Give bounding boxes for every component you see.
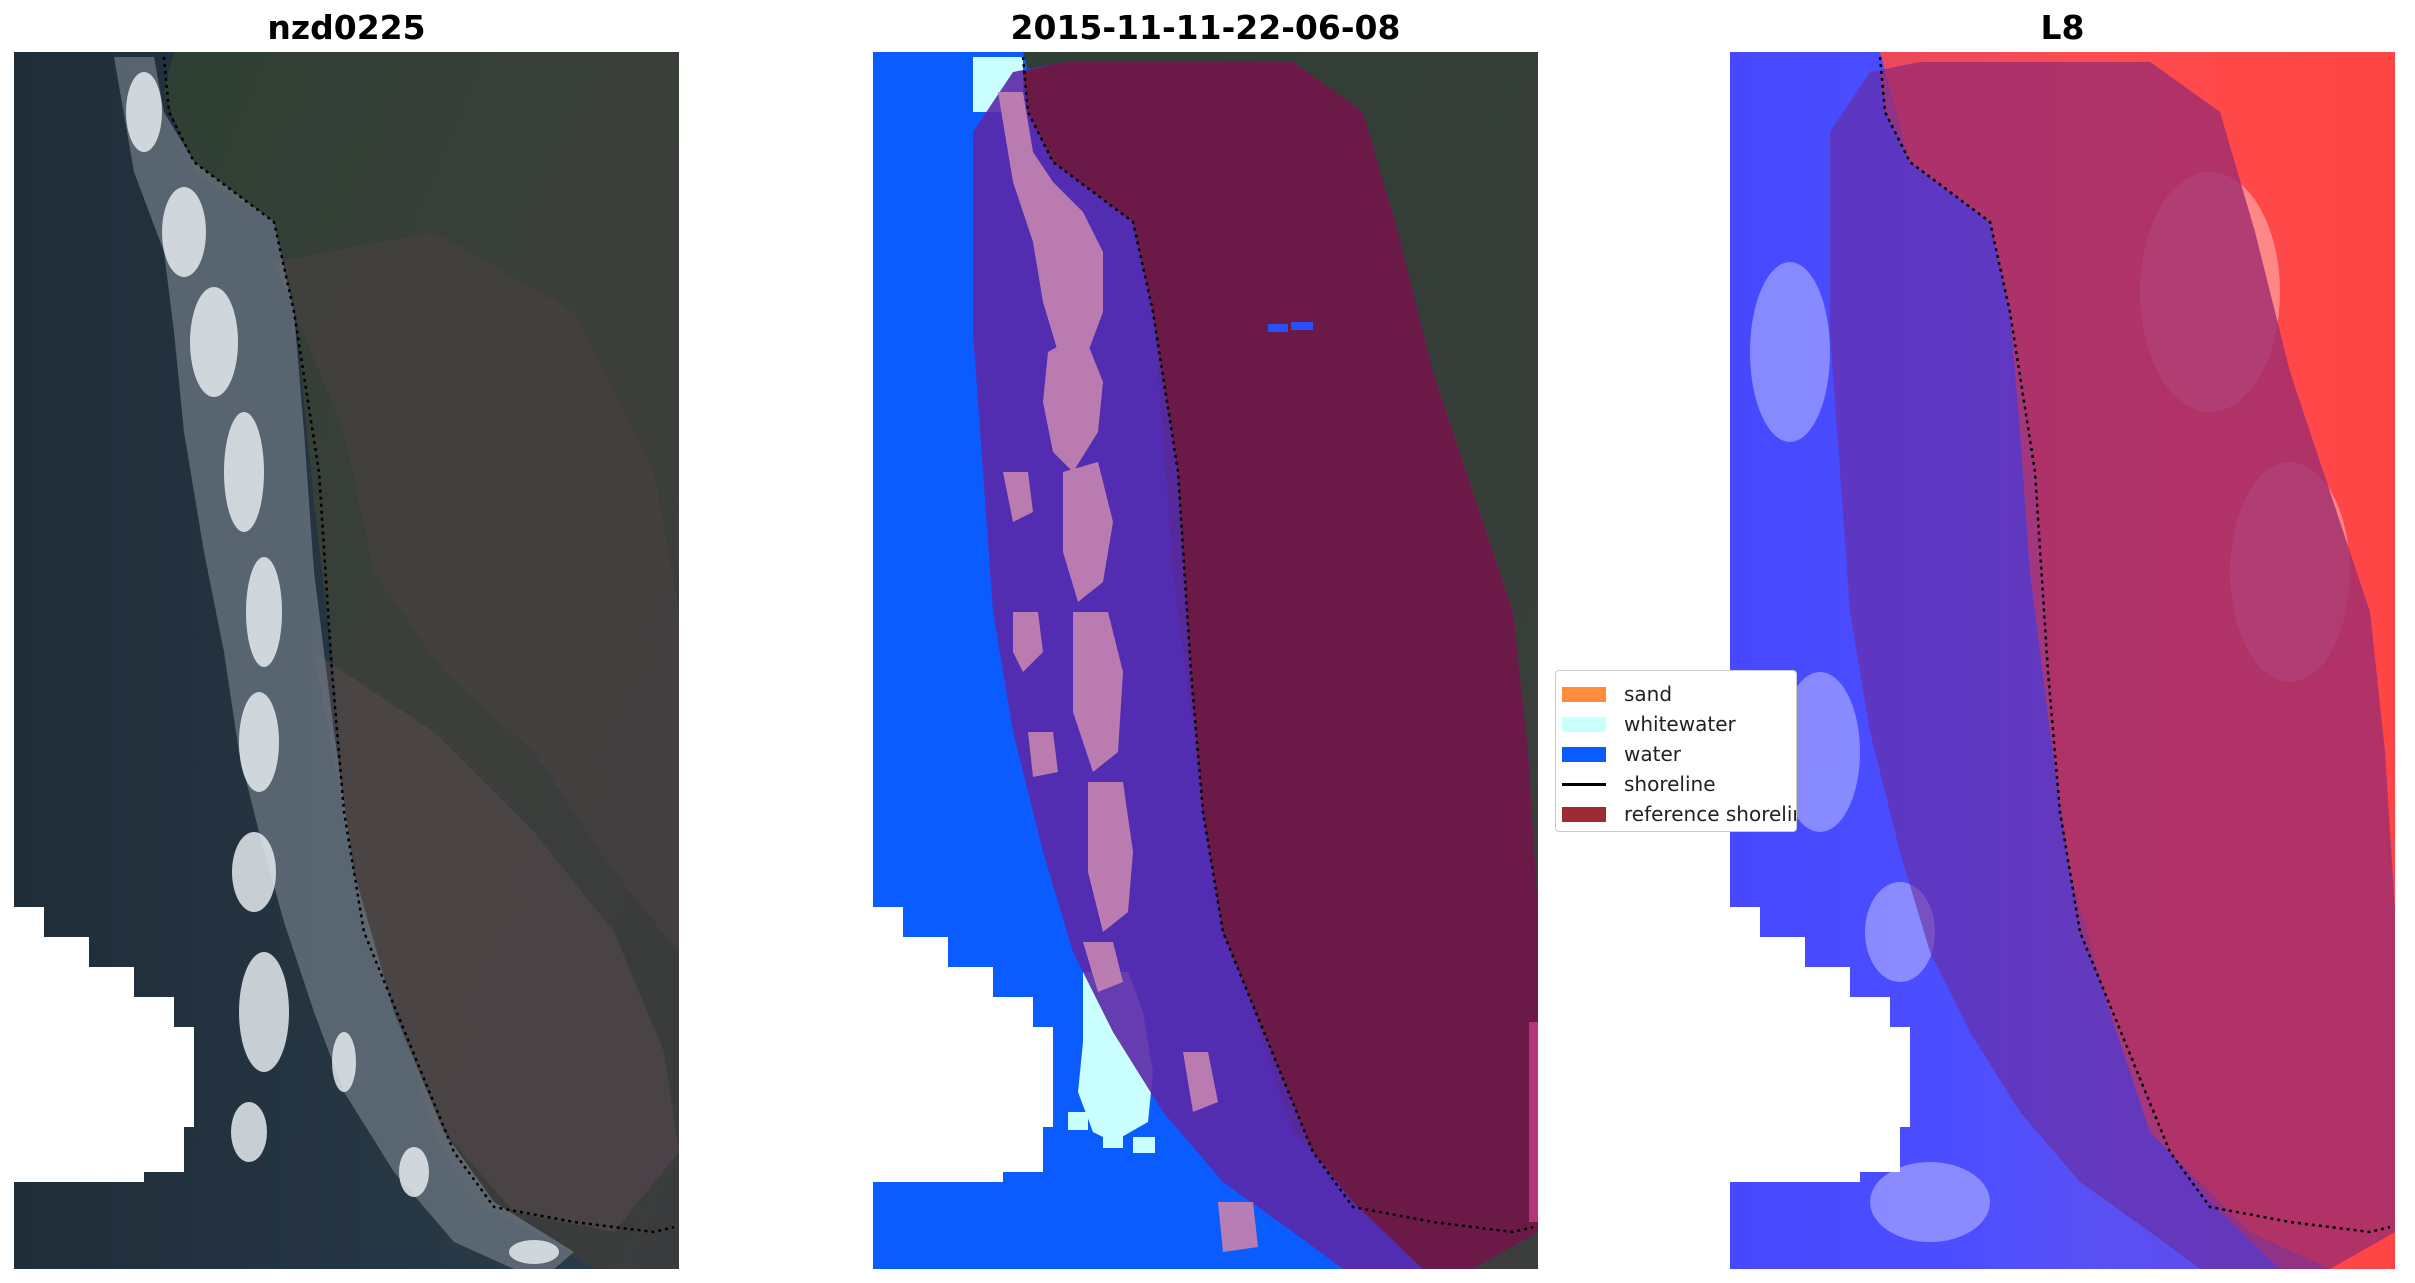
legend-item-water: water — [1556, 739, 1796, 769]
legend-item-shoreline: shoreline — [1556, 769, 1796, 799]
shoreline-line-icon — [1562, 783, 1606, 786]
water-swatch — [1562, 746, 1606, 762]
legend-item-sand: sand — [1556, 679, 1796, 709]
reference-buffer-swatch — [1562, 806, 1606, 822]
legend-label: sand — [1624, 682, 1673, 706]
legend-label: whitewater — [1624, 712, 1736, 736]
index-image — [1730, 52, 2395, 1269]
legend-label: water — [1624, 742, 1681, 766]
classification-image — [873, 52, 1538, 1269]
legend-label: shoreline — [1624, 772, 1716, 796]
rgb-image — [14, 52, 679, 1269]
classification-panel — [873, 52, 1538, 1269]
legend: sand whitewater water shoreline referenc… — [1555, 670, 1797, 832]
panel-title-classification: 2015-11-11-22-06-08 — [1010, 8, 1401, 47]
legend-item-reference-buffer: reference shoreline buffer — [1556, 799, 1796, 829]
legend-item-whitewater: whitewater — [1556, 709, 1796, 739]
sand-swatch — [1562, 686, 1606, 702]
panel-title-rgb: nzd0225 — [267, 8, 426, 47]
rgb-image-panel — [14, 52, 679, 1269]
index-panel — [1730, 52, 2395, 1269]
legend-label: reference shoreline buffer — [1624, 802, 1796, 826]
whitewater-swatch — [1562, 716, 1606, 732]
panel-title-index: L8 — [2040, 8, 2085, 47]
